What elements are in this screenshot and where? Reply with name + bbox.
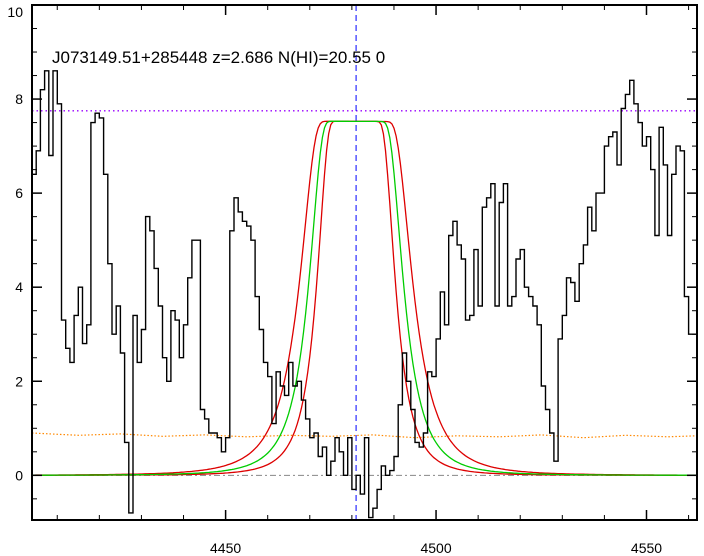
plot-frame (31, 4, 698, 521)
error-spectrum (32, 432, 697, 439)
plot-layer (32, 5, 697, 520)
observed-spectrum (32, 70, 697, 519)
x-tick-label: 4500 (420, 540, 451, 556)
y-tick-label: 0 (15, 467, 23, 483)
y-tick-label: 6 (15, 185, 23, 201)
x-tick-label: 4550 (631, 540, 662, 556)
y-tick-label: 10 (7, 4, 23, 20)
y-tick-label: 2 (15, 373, 23, 389)
x-tick-label: 4450 (210, 540, 241, 556)
y-tick-label: 8 (15, 91, 23, 107)
chart-title: J073149.51+285448 z=2.686 N(HI)=20.55 0 (52, 48, 385, 67)
fit-best (32, 120, 697, 476)
y-tick-label: 4 (15, 279, 23, 295)
tick-layer: 4450 4500 4550 0 2 4 6 8 10 (7, 4, 697, 556)
